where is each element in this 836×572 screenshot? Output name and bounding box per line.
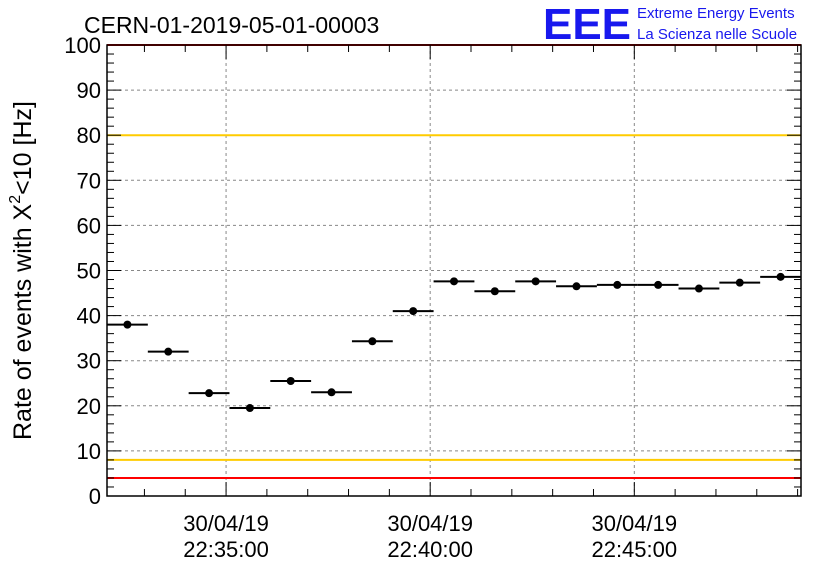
data-point <box>123 320 132 329</box>
y-tick-label: 100 <box>64 33 101 58</box>
y-tick-labels: 0 10 20 30 40 50 60 70 80 90 100 <box>64 33 101 509</box>
data-points <box>107 272 801 413</box>
data-point <box>164 347 173 356</box>
data-point <box>205 389 214 398</box>
y-tick-label: 80 <box>77 123 101 148</box>
logo-text: EEE <box>543 0 631 49</box>
x-tick-label-date: 30/04/19 <box>183 511 269 536</box>
y-tick-label: 10 <box>77 439 101 464</box>
y-tick-label: 50 <box>77 259 101 284</box>
data-point <box>694 284 703 293</box>
x-tick-label-time: 22:35:00 <box>183 537 269 562</box>
data-point <box>531 277 540 286</box>
y-tick-label: 40 <box>77 304 101 329</box>
x-tick-labels: 30/04/1922:35:0030/04/1922:40:0030/04/19… <box>183 511 677 562</box>
x-tick-label-date: 30/04/19 <box>591 511 677 536</box>
data-point <box>245 404 254 413</box>
y-axis-label-main: Rate of events with X <box>9 203 37 440</box>
data-point <box>490 287 499 296</box>
x-tick-label-date: 30/04/19 <box>387 511 473 536</box>
y-axis-label: Rate of events with X2<10 [Hz] <box>7 101 37 440</box>
reference-lines <box>107 44 801 479</box>
data-point <box>327 388 336 397</box>
x-tick-label-time: 22:40:00 <box>387 537 473 562</box>
data-point <box>572 282 581 291</box>
y-axis-label-tail: <10 [Hz] <box>9 101 37 195</box>
grid <box>107 45 801 496</box>
y-tick-label: 30 <box>77 349 101 374</box>
logo-line-1: Extreme Energy Events <box>637 5 795 22</box>
data-point <box>286 376 295 385</box>
y-tick-label: 0 <box>89 484 101 509</box>
y-tick-label: 60 <box>77 213 101 238</box>
data-point <box>613 280 622 289</box>
y-axis-label-superscript: 2 <box>7 195 24 204</box>
x-tick-label-time: 22:45:00 <box>591 537 677 562</box>
data-point <box>450 277 458 286</box>
chart-title: CERN-01-2019-05-01-00003 <box>84 12 379 38</box>
axis-ticks <box>107 44 801 497</box>
logo-line-2: La Scienza nelle Scuole <box>637 26 797 43</box>
eee-logo: EEE Extreme Energy Events La Scienza nel… <box>543 0 797 49</box>
data-point <box>409 307 418 316</box>
y-tick-label: 20 <box>77 394 101 419</box>
data-point <box>368 337 377 346</box>
data-point <box>735 278 744 287</box>
y-tick-label: 90 <box>77 78 101 103</box>
data-point <box>654 280 663 289</box>
data-point <box>776 272 785 281</box>
y-tick-label: 70 <box>77 168 101 193</box>
